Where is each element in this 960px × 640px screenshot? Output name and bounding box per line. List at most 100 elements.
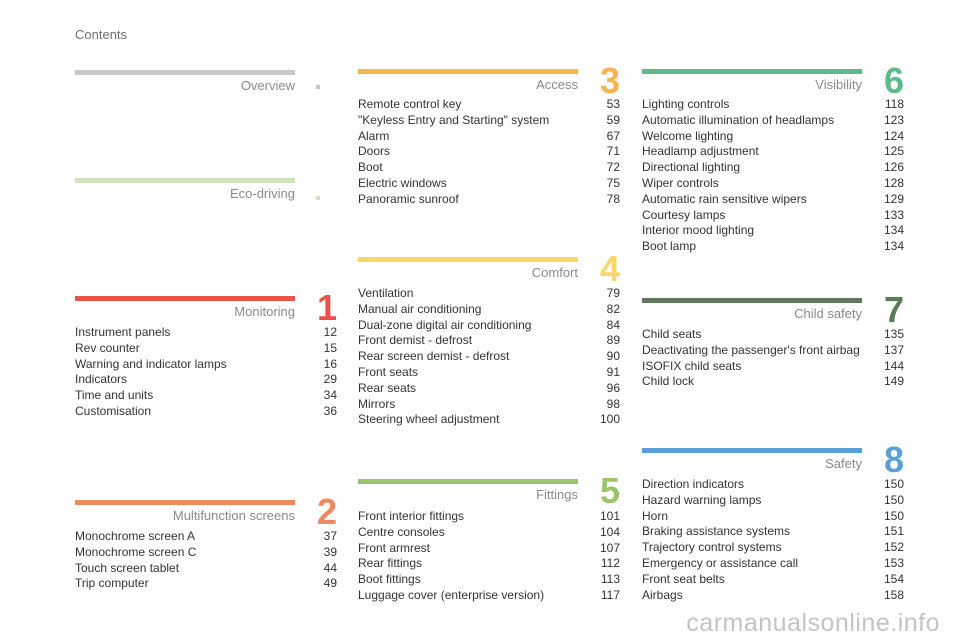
contents-entry[interactable]: Remote control key 53 — [358, 97, 620, 113]
entry-page-number: 98 — [606, 396, 620, 411]
entry-label: Warning and indicator lamps — [75, 356, 227, 371]
contents-entry[interactable]: Automatic rain sensitive wipers 129 — [642, 192, 904, 208]
contents-entry[interactable]: Hazard warning lamps 150 — [642, 493, 904, 509]
contents-entry[interactable]: Electric windows 75 — [358, 176, 620, 192]
contents-entry[interactable]: Deactivating the passenger's front airba… — [642, 343, 904, 359]
entry-page-number: 71 — [606, 144, 620, 159]
entry-label: Ventilation — [358, 286, 414, 300]
contents-entry[interactable]: Child lock 149 — [642, 374, 904, 390]
entry-label: Trajectory control systems — [642, 540, 782, 555]
contents-entry[interactable]: Trajectory control systems 152 — [642, 540, 904, 556]
entry-page-number: 59 — [606, 112, 620, 127]
entry-label: Indicators — [75, 372, 128, 387]
contents-entry[interactable]: Airbags 158 — [642, 588, 904, 604]
contents-entry[interactable]: Rear fittings 112 — [358, 556, 620, 572]
entry-label: Electric windows — [358, 175, 447, 190]
contents-entry[interactable]: Automatic illumination of headlamps 123 — [642, 113, 904, 129]
page-title: Contents — [75, 27, 128, 42]
entry-label: Emergency or assistance call — [642, 555, 799, 570]
contents-entry[interactable]: Courtesy lamps 133 — [642, 208, 904, 224]
section-bar — [358, 479, 578, 484]
section-bar — [75, 178, 295, 183]
contents-entry[interactable]: Welcome lighting 124 — [642, 129, 904, 145]
contents-entry[interactable]: Warning and indicator lamps 16 — [75, 357, 337, 373]
section-title: Overview — [240, 78, 295, 93]
entry-label: Automatic rain sensitive wipers — [642, 191, 807, 206]
contents-entry[interactable]: Instrument panels 12 — [75, 325, 337, 341]
contents-entry[interactable]: Customisation 36 — [75, 404, 337, 420]
contents-entry[interactable]: Wiper controls 128 — [642, 176, 904, 192]
entry-label: Front seat belts — [642, 571, 725, 586]
section-title: Monitoring — [234, 304, 295, 319]
contents-entry[interactable]: Front armrest 107 — [358, 541, 620, 557]
contents-entry[interactable]: Ventilation 79 — [358, 286, 620, 302]
contents-entry[interactable]: Doors 71 — [358, 144, 620, 160]
contents-entry[interactable]: Touch screen tablet 44 — [75, 561, 337, 577]
section-items: Child seats 135 Deactivating the passenger… — [642, 327, 904, 390]
contents-entry[interactable]: Child seats 135 — [642, 327, 904, 343]
entry-label: Trip computer — [75, 576, 149, 591]
contents-entry[interactable]: Front demist - defrost 89 — [358, 333, 620, 349]
contents-entry[interactable]: Braking assistance systems 151 — [642, 524, 904, 540]
contents-entry[interactable]: Manual air conditioning 82 — [358, 302, 620, 318]
contents-entry[interactable]: Luggage cover (enterprise version) 117 — [358, 588, 620, 604]
contents-entry[interactable]: Front seats 91 — [358, 365, 620, 381]
entry-page-number: 124 — [883, 128, 904, 143]
section-items: Instrument panels 12 Rev counter 15 Warning … — [75, 325, 337, 420]
entry-page-number: 104 — [599, 524, 620, 539]
entry-label: Courtesy lamps — [642, 207, 726, 222]
contents-entry[interactable]: "Keyless Entry and Starting" system 59 — [358, 113, 620, 129]
contents-entry[interactable]: Headlamp adjustment 125 — [642, 144, 904, 160]
contents-entry[interactable]: ISOFIX child seats 144 — [642, 359, 904, 375]
contents-entry[interactable]: Boot lamp 134 — [642, 239, 904, 255]
contents-entry[interactable]: Directional lighting 126 — [642, 160, 904, 176]
contents-entry[interactable]: Horn 150 — [642, 509, 904, 525]
section-bar — [358, 69, 578, 74]
section-number: 3 — [599, 60, 620, 101]
contents-entry[interactable]: Lighting controls 118 — [642, 97, 904, 113]
contents-entry[interactable]: Panoramic sunroof 78 — [358, 192, 620, 208]
contents-entry[interactable]: Direction indicators 150 — [642, 477, 904, 493]
contents-entry[interactable]: Emergency or assistance call 153 — [642, 556, 904, 572]
contents-entry[interactable]: Rear seats 96 — [358, 381, 620, 397]
entry-page-number: 89 — [606, 333, 620, 348]
contents-entry[interactable]: Centre consoles 104 — [358, 525, 620, 541]
contents-entry[interactable]: Front interior fittings 101 — [358, 509, 620, 525]
contents-entry[interactable]: Alarm 67 — [358, 129, 620, 145]
contents-entry[interactable]: Boot fittings 113 — [358, 572, 620, 588]
section-title: Comfort — [531, 265, 578, 280]
section-number: 4 — [599, 248, 620, 289]
contents-entry[interactable]: Indicators 29 — [75, 372, 337, 388]
entry-page-number: 44 — [323, 560, 337, 575]
entry-page-number: 112 — [600, 556, 620, 571]
contents-entry[interactable]: Boot 72 — [358, 160, 620, 176]
entry-page-number: 126 — [883, 160, 904, 175]
entry-label: ISOFIX child seats — [642, 358, 742, 373]
contents-entry[interactable]: Dual-zone digital air conditioning 84 — [358, 318, 620, 334]
contents-entry[interactable]: Rev counter 15 — [75, 341, 337, 357]
contents-entry[interactable]: Steering wheel adjustment 100 — [358, 412, 620, 428]
contents-entry[interactable]: Monochrome screen C 39 — [75, 545, 337, 561]
contents-entry[interactable]: Mirrors 98 — [358, 397, 620, 413]
section-bar — [75, 500, 295, 505]
contents-entry[interactable]: Time and units 34 — [75, 388, 337, 404]
section-title: Multifunction screens — [172, 508, 295, 523]
contents-entry[interactable]: Front seat belts 154 — [642, 572, 904, 588]
entry-label: Remote control key — [358, 97, 462, 111]
contents-entry[interactable]: Interior mood lighting 134 — [642, 223, 904, 239]
contents-entry[interactable]: Rear screen demist - defrost 90 — [358, 349, 620, 365]
entry-page-number: 96 — [606, 380, 620, 395]
entry-page-number: 150 — [883, 508, 904, 523]
contents-entry[interactable]: Monochrome screen A 37 — [75, 529, 337, 545]
entry-label: Touch screen tablet — [75, 560, 180, 575]
entry-page-number: 117 — [600, 587, 620, 602]
contents-entry[interactable]: Trip computer 49 — [75, 576, 337, 592]
section-items: Lighting controls 118 Automatic illuminati… — [642, 97, 904, 255]
section-title: Child safety — [794, 306, 862, 321]
entry-label: Headlamp adjustment — [642, 144, 759, 159]
entry-page-number: 150 — [883, 477, 904, 491]
entry-label: Instrument panels — [75, 325, 171, 339]
entry-label: Direction indicators — [642, 477, 745, 491]
section-bar — [75, 70, 295, 75]
entry-page-number: 101 — [599, 509, 620, 523]
